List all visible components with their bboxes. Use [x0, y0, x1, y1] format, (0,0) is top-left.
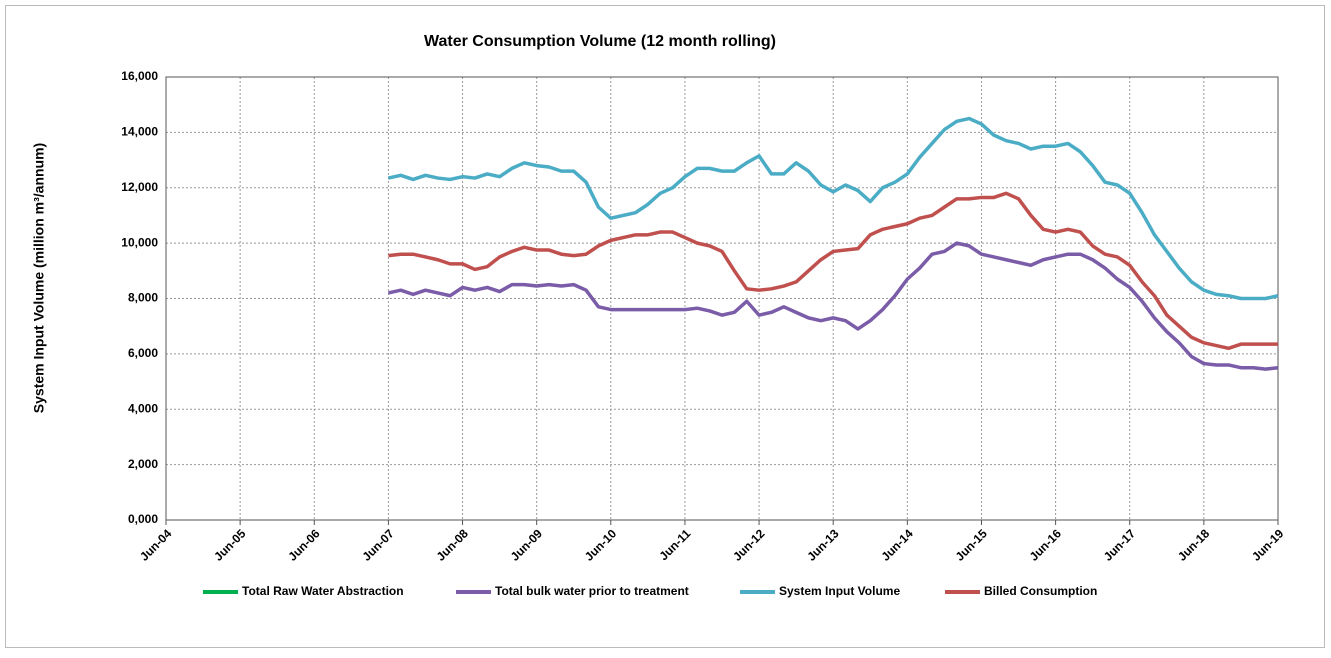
y-tick-label: 2,000 [128, 457, 158, 471]
chart-frame [5, 5, 1325, 648]
chart-title: Water Consumption Volume (12 month rolli… [424, 33, 776, 50]
series-line [388, 191, 1278, 351]
y-axis-label: System Input Volume (million m³/annum) [31, 143, 47, 413]
y-tick-label: 0,000 [128, 512, 158, 526]
y-tick-label: 8,000 [128, 291, 158, 305]
y-tick-label: 12,000 [121, 180, 158, 194]
series-line [388, 241, 1279, 371]
y-tick-label: 16,000 [121, 69, 158, 83]
legend-label: System Input Volume [779, 584, 900, 598]
legend-label: Total bulk water prior to treatment [495, 584, 689, 598]
y-tick-label: 6,000 [128, 346, 158, 360]
legend-label: Total Raw Water Abstraction [242, 584, 404, 598]
y-tick-label: 14,000 [121, 125, 158, 139]
y-tick-label: 4,000 [128, 401, 158, 415]
series-line [388, 116, 1279, 301]
plot-area [165, 76, 1279, 521]
y-tick-label: 10,000 [121, 235, 158, 249]
legend-label: Billed Consumption [984, 584, 1097, 598]
